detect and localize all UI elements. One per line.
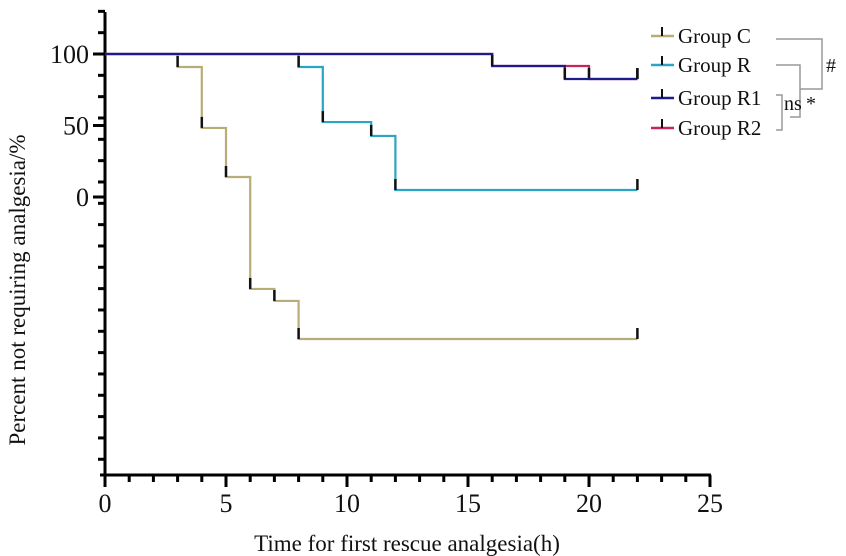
y-tick-label: 50	[63, 112, 89, 141]
series-line-group-r	[105, 52, 638, 192]
annotation-hash: #	[826, 55, 836, 77]
annotation-star: *	[806, 93, 816, 115]
x-tick-label: 5	[220, 489, 233, 518]
annotation-ns: ns	[784, 93, 802, 115]
x-axis-title: Time for first rescue analgesia(h)	[254, 531, 560, 556]
bracket-r-vs-r1r2	[776, 64, 801, 118]
axes: 100 50 0 0 5 10 15 20 25	[50, 9, 723, 518]
curves	[105, 52, 639, 341]
legend-label: Group C	[678, 24, 751, 48]
legend-label: Group R1	[678, 86, 761, 110]
series-line-group-c	[105, 52, 638, 341]
legend-label: Group R	[678, 53, 751, 77]
significance-brackets: # ns *	[776, 38, 836, 131]
series-line-group-r1	[105, 52, 638, 81]
bracket-c-vs-r	[776, 38, 823, 90]
legend: Group C Group R Group R1 Group R2	[651, 24, 761, 140]
y-tick-label: 0	[76, 183, 89, 212]
x-tick-label: 25	[697, 489, 723, 518]
legend-label: Group R2	[678, 116, 761, 140]
x-tick-label: 15	[455, 489, 481, 518]
x-tick-label: 10	[334, 489, 360, 518]
x-tick-label: 20	[576, 489, 602, 518]
y-axis-title: Percent not requiring analgesia/%	[5, 134, 30, 445]
bracket-r1-vs-r2	[776, 94, 783, 131]
x-tick-label: 0	[99, 489, 112, 518]
y-tick-label: 100	[50, 40, 89, 69]
